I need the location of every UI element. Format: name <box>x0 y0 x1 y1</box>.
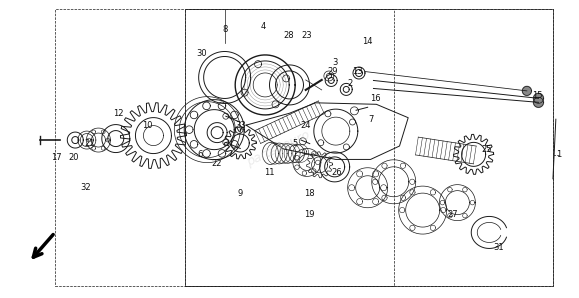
Text: 12: 12 <box>113 109 124 118</box>
Text: 19: 19 <box>305 210 315 219</box>
Text: 2: 2 <box>347 79 353 88</box>
Text: 31: 31 <box>494 243 504 252</box>
Text: 26: 26 <box>332 168 342 177</box>
Text: 24: 24 <box>301 121 311 130</box>
Text: 20: 20 <box>69 153 79 162</box>
Text: 11: 11 <box>264 168 274 177</box>
Text: 32: 32 <box>80 183 91 192</box>
Text: parts4euro: parts4euro <box>244 129 312 169</box>
Text: 28: 28 <box>283 31 294 40</box>
Text: 21: 21 <box>85 139 95 148</box>
Text: 16: 16 <box>370 94 380 103</box>
Text: 9: 9 <box>237 189 243 198</box>
Text: 1: 1 <box>556 150 562 159</box>
Text: 29: 29 <box>327 67 338 76</box>
Text: 3: 3 <box>332 58 338 67</box>
Text: 27: 27 <box>448 210 458 219</box>
Text: 4: 4 <box>261 22 266 31</box>
Text: 6: 6 <box>197 150 203 159</box>
Text: 22: 22 <box>212 159 222 168</box>
Text: 33: 33 <box>236 121 246 130</box>
Polygon shape <box>533 93 544 103</box>
Text: 10: 10 <box>142 121 153 130</box>
Text: 17: 17 <box>52 153 62 162</box>
Text: 14: 14 <box>362 37 373 46</box>
Polygon shape <box>533 97 544 107</box>
Text: 23: 23 <box>302 31 312 40</box>
Text: 15: 15 <box>532 91 543 100</box>
Text: 30: 30 <box>196 49 207 58</box>
Text: 8: 8 <box>222 25 228 34</box>
Text: 25: 25 <box>481 145 492 153</box>
Text: 5: 5 <box>292 139 298 148</box>
Text: 13: 13 <box>353 67 363 76</box>
Text: 7: 7 <box>368 115 373 124</box>
Polygon shape <box>522 86 532 95</box>
Text: 18: 18 <box>305 189 315 198</box>
